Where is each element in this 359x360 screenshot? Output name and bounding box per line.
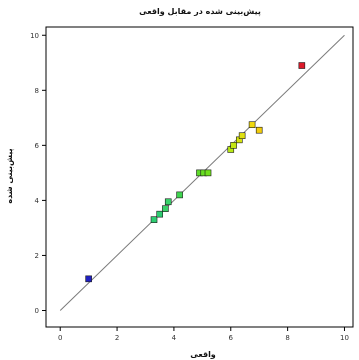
y-tick-label: 6 [35,142,40,150]
x-tick-label: 4 [172,334,177,342]
data-point [176,191,183,199]
y-tick-label: 2 [35,252,39,260]
data-point [150,216,158,223]
x-tick-label: 0 [58,334,62,342]
data-points-layer [85,62,306,283]
x-axis-label: واقعی [190,350,216,359]
data-point [164,198,172,206]
data-point [230,142,237,149]
data-point [85,275,92,283]
plot-area-frame [45,26,354,328]
y-tick-label: 4 [35,197,40,205]
data-point [298,62,306,69]
x-tick-label: 10 [340,334,349,342]
x-tick-label: 2 [115,334,119,342]
data-point [238,132,246,140]
x-tick-label: 8 [285,334,289,342]
data-point [248,121,256,129]
data-point [204,169,212,177]
chart-title: پیش‌بینی شده در مقابل واقعی [139,7,261,17]
x-tick-label: 6 [229,334,234,342]
y-tick-label: 0 [35,307,39,315]
y-tick-label: 10 [30,32,39,40]
data-point [156,210,164,218]
x-axis-ticks: 0 2 4 6 8 10 [58,327,349,342]
data-point [162,205,169,212]
data-point [255,126,263,134]
y-axis-ticks: 0 2 4 6 8 10 [30,32,46,315]
y-axis-label: پیش‌بینی شده [5,148,15,203]
y-tick-label: 8 [35,87,39,95]
